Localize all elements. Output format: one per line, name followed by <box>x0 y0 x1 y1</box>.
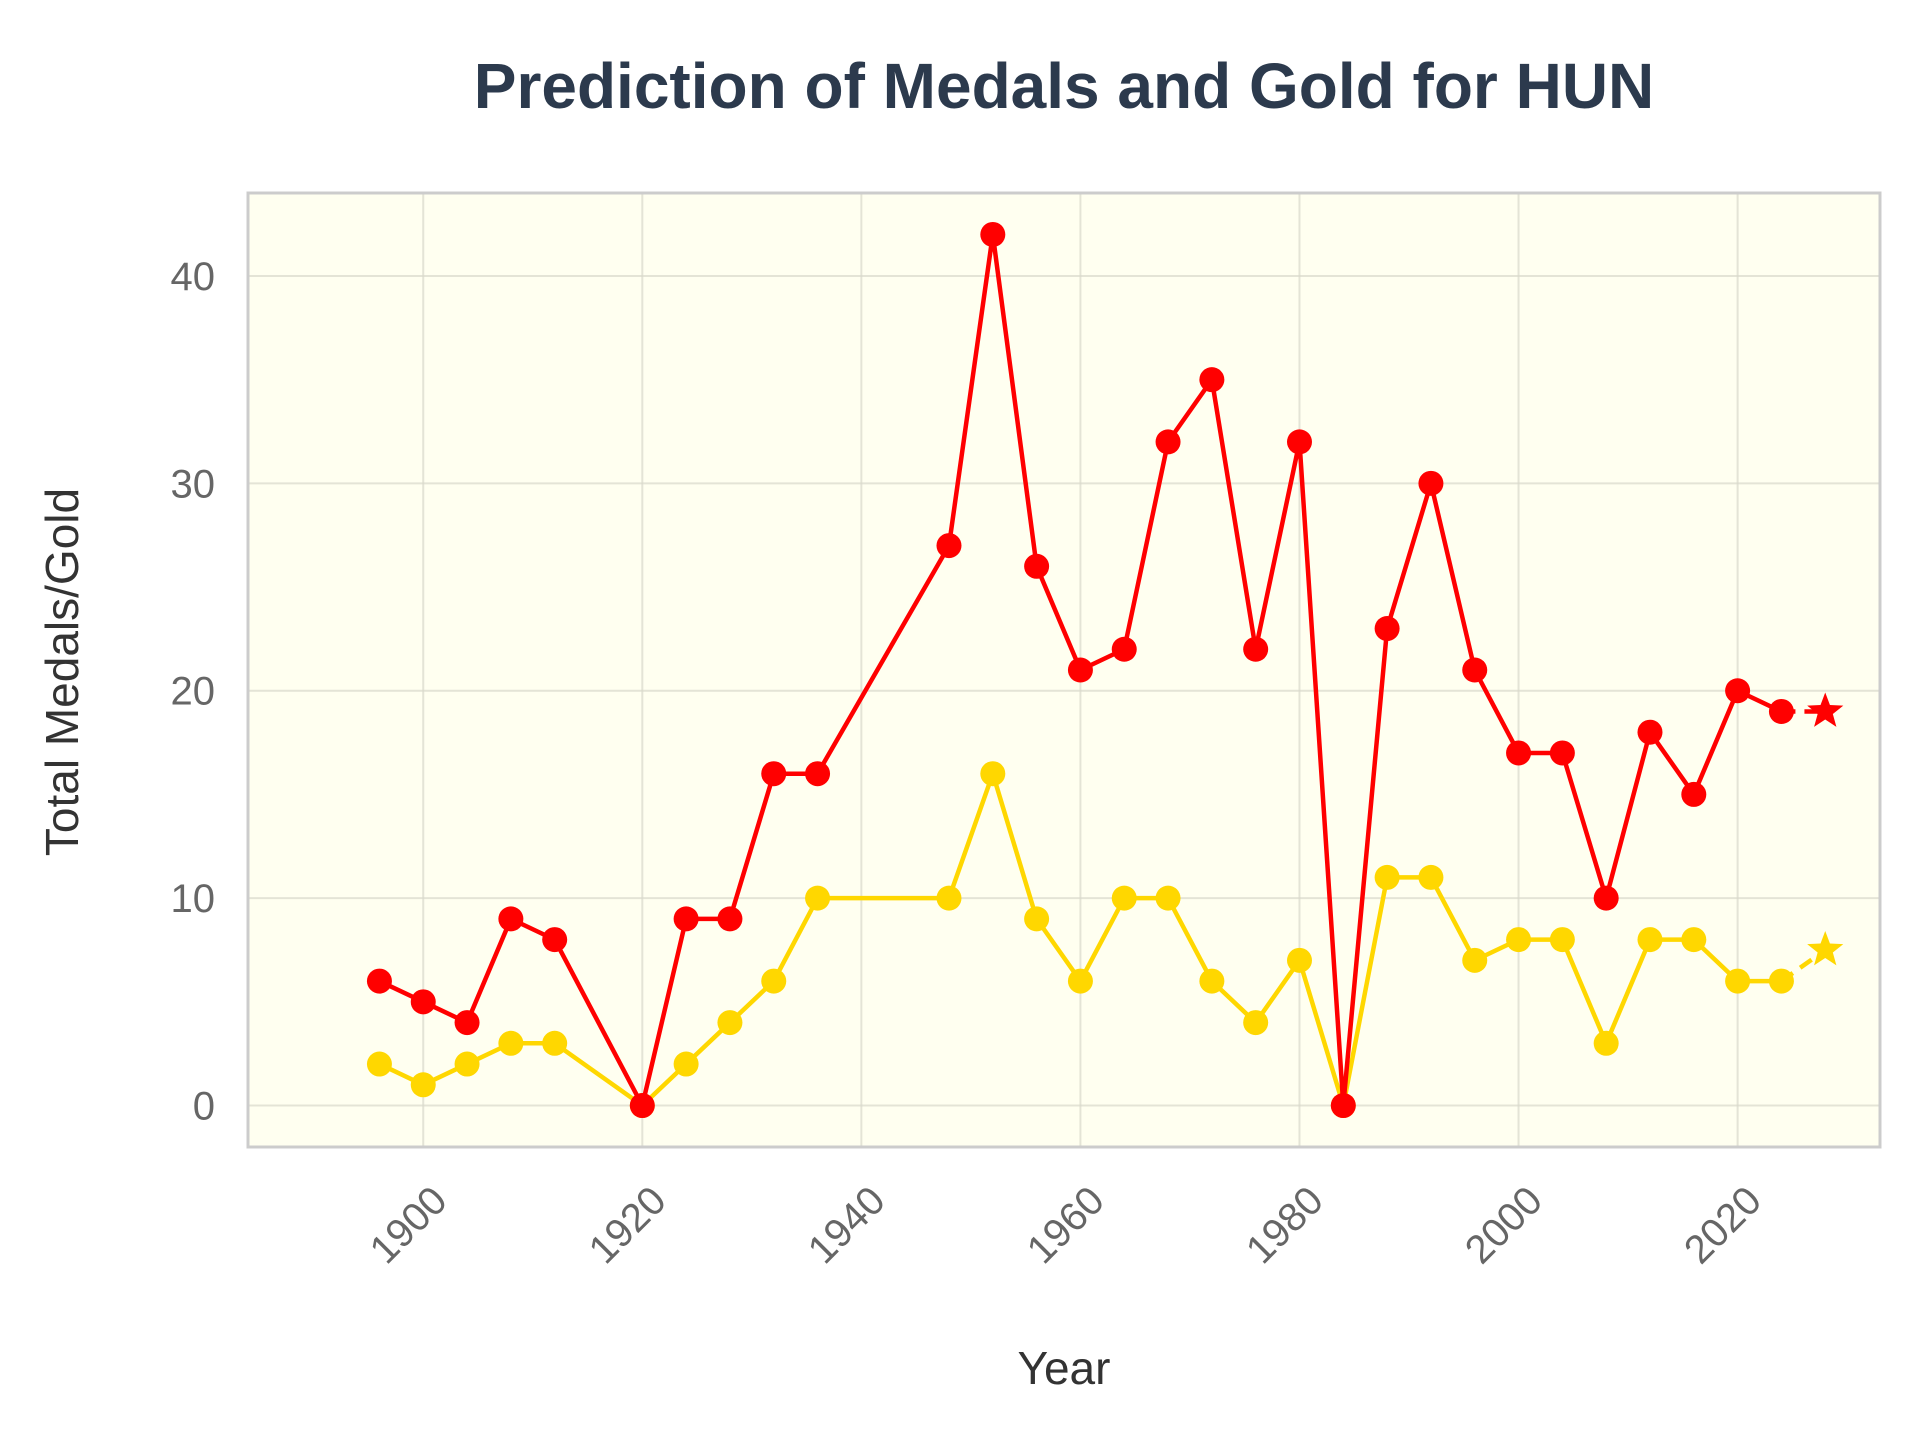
total_medals-point <box>1725 678 1751 704</box>
total_medals-point <box>1593 885 1619 911</box>
gold-point <box>454 1051 480 1077</box>
gold-point <box>936 885 962 911</box>
gold-point <box>673 1051 699 1077</box>
x-axis-label: Year <box>1018 1342 1111 1394</box>
total_medals-point <box>673 906 699 932</box>
total_medals-point <box>1374 616 1400 642</box>
gold-point <box>1067 968 1093 994</box>
gold-point <box>410 1072 436 1098</box>
series-layer <box>366 221 1844 1119</box>
gold-point <box>1418 864 1444 890</box>
total_medals-point <box>1199 367 1225 393</box>
x-tick-label: 1960 <box>1019 1178 1113 1272</box>
total_medals-point <box>1111 636 1137 662</box>
total_medals-series <box>366 221 1844 1119</box>
gold-point <box>1199 968 1225 994</box>
total_medals-point <box>498 906 524 932</box>
y-tick-label: 0 <box>193 1085 215 1129</box>
total_medals-point <box>629 1093 655 1119</box>
gold-point <box>498 1030 524 1056</box>
gold-point <box>717 1010 743 1036</box>
gold-point <box>1024 906 1050 932</box>
y-tick-label: 20 <box>171 670 216 714</box>
gold-point <box>1725 968 1751 994</box>
total_medals-point <box>1330 1093 1356 1119</box>
gold-point <box>1637 927 1663 953</box>
x-tick-label: 1900 <box>362 1178 456 1272</box>
plot-area <box>248 193 1880 1147</box>
total_medals-line <box>378 232 1783 1108</box>
x-tick-label: 1940 <box>800 1178 894 1272</box>
total_medals-point <box>1462 657 1488 683</box>
total_medals-point <box>1243 636 1269 662</box>
gold-point <box>1681 927 1707 953</box>
x-tick-label: 2020 <box>1676 1178 1770 1272</box>
gold-point <box>1374 864 1400 890</box>
gold-point <box>1111 885 1137 911</box>
total_medals-point <box>1681 781 1707 807</box>
total_medals-point <box>717 906 743 932</box>
y-axis-label: Total Medals/Gold <box>36 488 88 856</box>
gold-point <box>805 885 831 911</box>
gold-point <box>1286 947 1312 973</box>
x-tick-label: 1980 <box>1238 1178 1332 1272</box>
gold-prediction-star <box>1807 930 1844 966</box>
total_medals-point <box>454 1010 480 1036</box>
total_medals-point <box>1155 429 1181 455</box>
total_medals-point <box>410 989 436 1015</box>
total_medals-point <box>1506 740 1532 766</box>
x-tick-label: 2000 <box>1457 1178 1551 1272</box>
gold-point <box>980 761 1006 787</box>
total_medals-point <box>1418 470 1444 496</box>
total_medals-point <box>1286 429 1312 455</box>
x-tick-label: 1920 <box>581 1178 675 1272</box>
gold-point <box>1155 885 1181 911</box>
gold-point <box>542 1030 568 1056</box>
y-tick-label: 40 <box>171 255 216 299</box>
gold-line <box>378 771 1782 1108</box>
gold-point <box>1243 1010 1269 1036</box>
y-tick-label: 10 <box>171 877 216 921</box>
total_medals-point <box>1549 740 1575 766</box>
gold-point <box>1506 927 1532 953</box>
total_medals-prediction-star <box>1807 692 1844 727</box>
gold-point <box>1593 1030 1619 1056</box>
total_medals-point <box>936 533 962 559</box>
gold-prediction-line <box>1780 948 1827 983</box>
total_medals-point <box>761 761 787 787</box>
total_medals-point <box>805 761 831 787</box>
total_medals-point <box>1637 719 1663 745</box>
gold-point <box>761 968 787 994</box>
chart-title: Prediction of Medals and Gold for HUN <box>474 50 1655 122</box>
total_medals-point <box>366 968 392 994</box>
plot-frame <box>246 191 1882 1149</box>
total_medals-point <box>980 221 1006 247</box>
gold-point <box>1462 947 1488 973</box>
total_medals-point <box>1024 553 1050 579</box>
gold-point <box>366 1051 392 1077</box>
y-tick-label: 30 <box>171 462 216 506</box>
total_medals-point <box>542 927 568 953</box>
gold-point <box>1549 927 1575 953</box>
total_medals-point <box>1067 657 1093 683</box>
